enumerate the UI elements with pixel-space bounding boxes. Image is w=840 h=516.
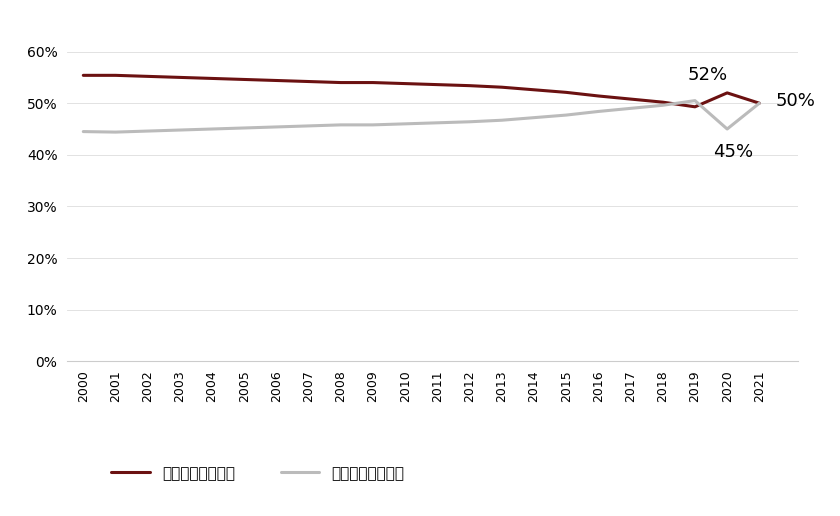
在家就餐支出占比 xyxy=(626,96,636,102)
Line: 外出就餐支出占比: 外出就餐支出占比 xyxy=(83,101,759,132)
在家就餐支出占比 xyxy=(465,83,475,89)
外出就餐支出占比 xyxy=(433,120,443,126)
外出就餐支出占比 xyxy=(561,112,571,118)
外出就餐支出占比 xyxy=(529,115,539,121)
在家就餐支出占比 xyxy=(271,77,281,84)
在家就餐支出占比 xyxy=(207,75,217,82)
外出就餐支出占比 xyxy=(143,128,153,134)
外出就餐支出占比 xyxy=(400,121,410,127)
外出就餐支出占比 xyxy=(336,122,346,128)
外出就餐支出占比 xyxy=(303,123,313,129)
在家就餐支出占比 xyxy=(368,79,378,86)
外出就餐支出占比 xyxy=(690,98,700,104)
外出就餐支出占比 xyxy=(239,125,249,131)
在家就餐支出占比 xyxy=(561,89,571,95)
在家就餐支出占比 xyxy=(433,82,443,88)
外出就餐支出占比 xyxy=(207,126,217,132)
外出就餐支出占比 xyxy=(175,127,185,133)
在家就餐支出占比 xyxy=(336,79,346,86)
外出就餐支出占比 xyxy=(496,117,507,123)
在家就餐支出占比 xyxy=(722,90,732,96)
在家就餐支出占比 xyxy=(593,93,603,99)
外出就餐支出占比 xyxy=(722,126,732,132)
在家就餐支出占比 xyxy=(496,84,507,90)
在家就餐支出占比 xyxy=(175,74,185,80)
外出就餐支出占比 xyxy=(658,102,668,108)
在家就餐支出占比 xyxy=(143,73,153,79)
在家就餐支出占比 xyxy=(303,78,313,85)
在家就餐支出占比 xyxy=(78,72,88,78)
Line: 在家就餐支出占比: 在家就餐支出占比 xyxy=(83,75,759,107)
Text: 50%: 50% xyxy=(775,92,816,109)
Legend: 在家就餐支出占比, 外出就餐支出占比: 在家就餐支出占比, 外出就餐支出占比 xyxy=(112,466,404,481)
外出就餐支出占比 xyxy=(465,119,475,125)
外出就餐支出占比 xyxy=(78,128,88,135)
Text: 45%: 45% xyxy=(713,143,753,162)
外出就餐支出占比 xyxy=(754,100,764,106)
外出就餐支出占比 xyxy=(593,108,603,115)
外出就餐支出占比 xyxy=(626,105,636,111)
在家就餐支出占比 xyxy=(690,104,700,110)
在家就餐支出占比 xyxy=(754,100,764,106)
在家就餐支出占比 xyxy=(110,72,120,78)
外出就餐支出占比 xyxy=(110,129,120,135)
在家就餐支出占比 xyxy=(529,87,539,93)
Text: 52%: 52% xyxy=(688,66,728,84)
在家就餐支出占比 xyxy=(658,99,668,105)
在家就餐支出占比 xyxy=(239,76,249,83)
在家就餐支出占比 xyxy=(400,80,410,87)
外出就餐支出占比 xyxy=(271,124,281,130)
外出就餐支出占比 xyxy=(368,122,378,128)
